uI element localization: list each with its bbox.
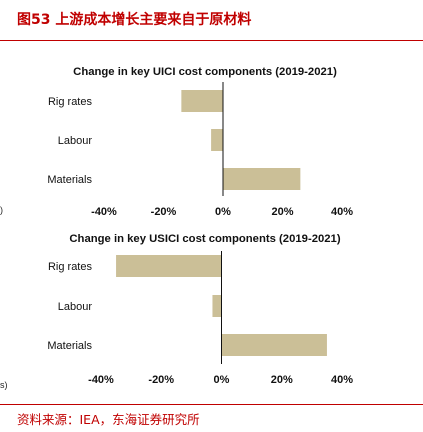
bar-labour [211, 129, 223, 151]
title-divider [0, 40, 423, 41]
x-tick-label: 0% [214, 374, 230, 386]
bar-materials [223, 168, 300, 190]
x-tick-label: 40% [331, 374, 353, 386]
usici-cost-chart: Change in key USICI cost components (201… [0, 229, 423, 394]
category-label: Rig rates [48, 261, 93, 273]
x-tick-label: 20% [271, 374, 293, 386]
x-tick-label: 0% [215, 206, 231, 218]
x-tick-label: 20% [271, 206, 293, 218]
source-note: 资料来源：IEA，东海证券研究所 [17, 409, 200, 428]
category-label: Materials [47, 340, 92, 352]
category-label: Rig rates [48, 96, 93, 108]
x-tick-label: -40% [91, 206, 117, 218]
x-tick-label: -20% [151, 206, 177, 218]
chart-title: Change in key USICI cost components (201… [69, 233, 340, 245]
x-tick-label: -20% [148, 374, 174, 386]
bar-materials [222, 334, 327, 356]
chart-title: Change in key UICI cost components (2019… [73, 66, 337, 78]
category-label: Labour [58, 301, 93, 313]
source-divider [0, 404, 423, 405]
category-label: Labour [58, 135, 93, 147]
bar-rig-rates [181, 90, 223, 112]
bar-rig-rates [116, 255, 221, 277]
category-label: Materials [47, 174, 92, 186]
x-tick-label: 40% [331, 206, 353, 218]
figure-title: 图53 上游成本增长主要来自于原材料 [17, 9, 251, 29]
uici-cost-chart: Change in key UICI cost components (2019… [0, 60, 423, 225]
x-tick-label: -40% [88, 374, 114, 386]
bar-labour [212, 295, 221, 317]
